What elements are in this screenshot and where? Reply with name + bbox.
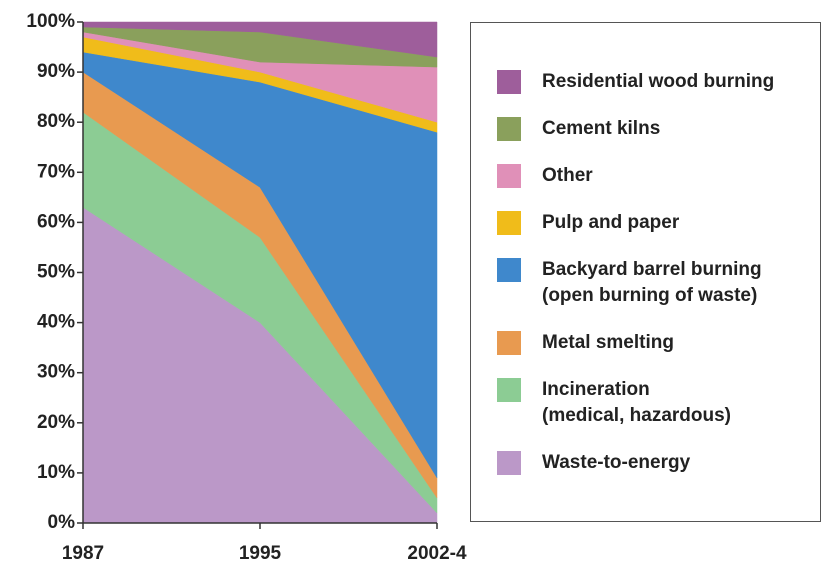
legend-swatch [497, 378, 521, 402]
y-tick-label: 30% [37, 362, 75, 383]
legend-item: Other [497, 163, 774, 189]
legend-swatch [497, 211, 521, 235]
legend-item: Metal smelting [497, 330, 774, 356]
legend-items: Residential wood burning Cement kilns Othe… [497, 69, 774, 476]
x-tick-label: 2002-4 [407, 543, 467, 564]
legend-swatch [497, 451, 521, 475]
legend-label: Pulp and paper [542, 212, 680, 233]
legend: Residential wood burning Cement kilns Othe… [470, 22, 821, 522]
legend-swatch [497, 117, 521, 141]
y-tick-label: 50% [37, 262, 75, 283]
y-tick-label: 0% [48, 512, 76, 533]
legend-item: Pulp and paper [497, 210, 774, 236]
legend-item: Waste-to-energy [497, 450, 774, 476]
legend-label: Other [542, 165, 593, 186]
legend-item: Residential wood burning [497, 69, 774, 95]
y-tick-label: 40% [37, 312, 75, 333]
legend-label: Waste-to-energy [542, 452, 691, 473]
legend-item: Backyard barrel burning (open burning of… [497, 257, 774, 309]
legend-swatch [497, 70, 521, 94]
legend-swatch [497, 331, 521, 355]
legend-swatch [497, 164, 521, 188]
y-tick-label: 90% [37, 61, 75, 82]
legend-swatch [497, 258, 521, 282]
y-tick-label: 70% [37, 161, 75, 182]
legend-label: Metal smelting [542, 332, 674, 353]
y-tick-label: 80% [37, 111, 75, 132]
x-tick-label: 1995 [239, 543, 282, 564]
y-tick-label: 100% [26, 11, 75, 32]
legend-item: Cement kilns [497, 116, 774, 142]
y-tick-label: 20% [37, 412, 75, 433]
chart: 0% 10% 20% 30% 40% 50% 60% 70% 80% 90% 100% 1987 199… [26, 11, 467, 564]
y-tick-label: 10% [37, 462, 75, 483]
legend-item: Incineration (medical, hazardous) [497, 377, 774, 429]
legend-label: Incineration (medical, hazardous) [542, 379, 731, 426]
x-tick-label: 1987 [62, 543, 104, 564]
legend-label: Backyard barrel burning (open burning of… [542, 259, 762, 306]
legend-label: Cement kilns [542, 118, 661, 139]
y-tick-label: 60% [37, 211, 75, 232]
legend-label: Residential wood burning [542, 71, 775, 92]
